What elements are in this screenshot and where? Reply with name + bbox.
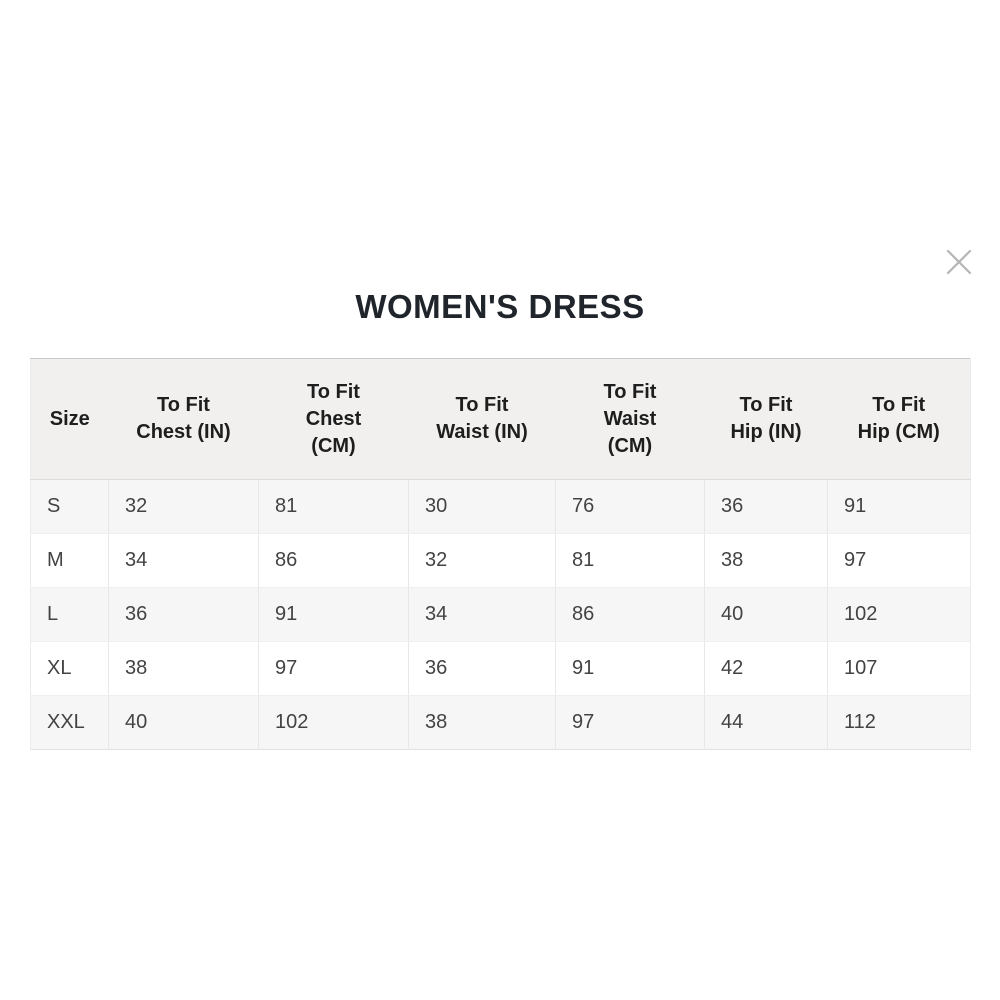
column-header-waist-cm: To Fit Waist (CM): [555, 358, 705, 480]
value-cell: 40: [704, 587, 828, 642]
size-cell: L: [30, 587, 109, 642]
value-cell: 32: [408, 533, 556, 588]
value-cell: 97: [258, 641, 409, 696]
close-button[interactable]: [943, 246, 975, 278]
column-header-hip-cm: To Fit Hip (CM): [827, 358, 971, 480]
value-cell: 44: [704, 695, 828, 750]
page-title: WOMEN'S DRESS: [355, 288, 645, 325]
table-row-l: L 36 91 34 86 40 102: [30, 587, 971, 642]
size-cell: XXL: [30, 695, 109, 750]
value-cell: 91: [827, 479, 971, 534]
size-cell: S: [30, 479, 109, 534]
value-cell: 36: [408, 641, 556, 696]
value-cell: 102: [827, 587, 971, 642]
table-header: Size To Fit Chest (IN) To Fit Chest (CM)…: [30, 358, 971, 480]
column-header-chest-in: To Fit Chest (IN): [108, 358, 259, 480]
size-chart-table: Size To Fit Chest (IN) To Fit Chest (CM)…: [30, 358, 971, 750]
value-cell: 91: [258, 587, 409, 642]
value-cell: 42: [704, 641, 828, 696]
table-row-xl: XL 38 97 36 91 42 107: [30, 641, 971, 696]
table-row-xxl: XXL 40 102 38 97 44 112: [30, 695, 971, 750]
value-cell: 97: [827, 533, 971, 588]
column-header-chest-cm: To Fit Chest (CM): [258, 358, 409, 480]
column-header-size: Size: [30, 358, 109, 480]
value-cell: 38: [408, 695, 556, 750]
value-cell: 102: [258, 695, 409, 750]
table-row-s: S 32 81 30 76 36 91: [30, 479, 971, 534]
value-cell: 30: [408, 479, 556, 534]
value-cell: 34: [408, 587, 556, 642]
value-cell: 81: [555, 533, 705, 588]
header-row: Size To Fit Chest (IN) To Fit Chest (CM)…: [30, 358, 971, 480]
value-cell: 81: [258, 479, 409, 534]
value-cell: 112: [827, 695, 971, 750]
value-cell: 38: [704, 533, 828, 588]
value-cell: 91: [555, 641, 705, 696]
value-cell: 32: [108, 479, 259, 534]
column-header-hip-in: To Fit Hip (IN): [704, 358, 828, 480]
size-cell: XL: [30, 641, 109, 696]
value-cell: 76: [555, 479, 705, 534]
table-body: S 32 81 30 76 36 91 M 34 86 32 81 38 97: [30, 479, 971, 750]
close-icon: [946, 249, 972, 275]
column-header-waist-in: To Fit Waist (IN): [408, 358, 556, 480]
table-row-m: M 34 86 32 81 38 97: [30, 533, 971, 588]
value-cell: 40: [108, 695, 259, 750]
value-cell: 97: [555, 695, 705, 750]
value-cell: 36: [108, 587, 259, 642]
value-cell: 36: [704, 479, 828, 534]
value-cell: 107: [827, 641, 971, 696]
size-chart-container: Size To Fit Chest (IN) To Fit Chest (CM)…: [30, 358, 971, 750]
value-cell: 86: [555, 587, 705, 642]
value-cell: 86: [258, 533, 409, 588]
value-cell: 38: [108, 641, 259, 696]
size-cell: M: [30, 533, 109, 588]
value-cell: 34: [108, 533, 259, 588]
